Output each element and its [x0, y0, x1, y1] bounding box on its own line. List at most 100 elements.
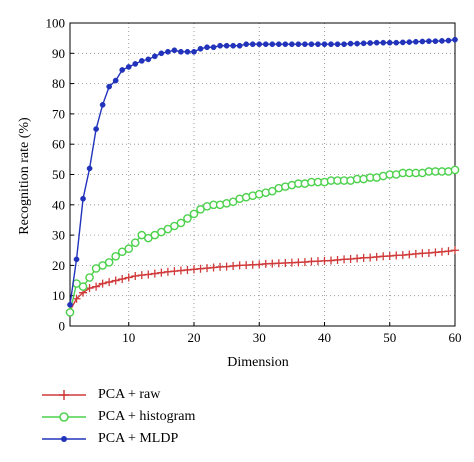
data-point-mldp [178, 48, 184, 55]
y-tick-label: 40 [52, 197, 65, 212]
data-point-mldp [73, 256, 80, 263]
y-tick-label: 0 [59, 319, 66, 334]
data-point-mldp [452, 36, 458, 43]
data-point-mldp [217, 42, 223, 49]
y-tick-label: 30 [52, 228, 65, 243]
data-point-mldp [184, 48, 191, 55]
y-tick-label: 20 [52, 258, 65, 273]
x-tick-label: 60 [449, 330, 462, 345]
data-point-mldp [354, 40, 360, 47]
data-point-histogram [183, 214, 192, 223]
plot-area: 0 10 20 30 40 50 60 70 80 90 100 10 20 30 40 50 60 [46, 16, 462, 346]
data-point-mldp [171, 47, 178, 54]
data-point-mldp [197, 45, 204, 52]
data-point-raw [444, 247, 453, 256]
data-point-mldp [93, 126, 99, 132]
legend-label-mldp: PCA + MLDP [98, 431, 179, 446]
data-point-raw [157, 268, 166, 277]
y-tick-label: 80 [52, 76, 65, 91]
data-point-histogram [104, 258, 114, 267]
data-point-mldp [426, 38, 432, 45]
data-point-histogram [85, 273, 94, 282]
data-point-histogram [78, 282, 88, 291]
data-point-histogram [65, 308, 75, 317]
data-point-histogram [111, 252, 120, 261]
data-point-histogram [450, 165, 460, 175]
y-tick-label: 10 [52, 288, 65, 303]
data-point-histogram [176, 218, 186, 228]
data-point-mldp [223, 42, 230, 49]
data-point-mldp [380, 39, 387, 46]
data-point-mldp [132, 61, 139, 67]
data-point-mldp [328, 41, 334, 48]
data-point-mldp [334, 41, 341, 48]
data-point-raw [451, 246, 459, 255]
data-point-raw [92, 282, 101, 291]
legend-item-mldp: PCA + MLDP [40, 428, 195, 450]
data-point-mldp [399, 39, 406, 46]
data-point-mldp [99, 101, 106, 108]
data-point-histogram [130, 238, 140, 247]
data-point-histogram [124, 244, 134, 254]
data-point-raw [72, 294, 81, 303]
data-point-mldp [80, 195, 86, 202]
data-point-mldp [302, 41, 308, 48]
data-point-mldp [230, 42, 236, 49]
data-point-mldp [432, 38, 439, 45]
data-point-histogram [189, 209, 199, 219]
data-point-mldp [275, 41, 282, 48]
x-tick-label: 20 [187, 330, 200, 345]
x-tick-label: 10 [122, 330, 135, 345]
data-point-mldp [262, 41, 269, 48]
data-point-mldp [282, 41, 289, 48]
data-point-mldp [373, 39, 380, 46]
series-line-0 [69, 249, 456, 312]
data-point-raw [98, 279, 107, 288]
data-point-mldp [289, 41, 295, 48]
data-point-mldp [406, 39, 413, 45]
data-point-mldp [125, 64, 132, 70]
data-point-raw [105, 278, 114, 287]
data-point-raw [150, 269, 159, 278]
legend-label-raw: PCA + raw [98, 387, 161, 402]
legend-item-histogram: PCA + histogram [40, 406, 195, 428]
data-point-mldp [67, 301, 73, 308]
data-point-mldp [112, 77, 119, 84]
data-point-mldp [204, 44, 210, 51]
y-tick-label: 70 [52, 106, 65, 121]
y-tick-label: 60 [52, 137, 65, 152]
data-point-raw [144, 270, 153, 279]
data-point-mldp [151, 53, 158, 60]
x-tick-label: 30 [253, 330, 266, 345]
data-point-mldp [191, 48, 197, 55]
data-point-mldp [367, 40, 374, 46]
data-point-mldp [393, 39, 400, 46]
data-point-mldp [210, 44, 217, 51]
plus-marker-icon [42, 390, 86, 400]
data-point-raw [111, 276, 120, 285]
data-point-raw [124, 273, 133, 282]
dot-marker-icon [42, 436, 86, 442]
legend-label-histogram: PCA + histogram [98, 409, 196, 424]
data-point-mldp [321, 41, 328, 48]
data-point-mldp [236, 42, 243, 49]
y-axis-label: Recognition rate (%) [17, 117, 32, 235]
data-point-mldp [347, 40, 354, 47]
data-point-mldp [308, 41, 315, 48]
data-point-mldp [138, 58, 145, 64]
data-point-raw [131, 272, 140, 281]
circle-marker-icon [42, 412, 86, 422]
data-point-raw [118, 275, 127, 284]
data-point-mldp [243, 41, 250, 48]
data-point-mldp [256, 41, 263, 48]
data-point-mldp [386, 39, 393, 46]
legend: PCA + raw PCA + histogram PCA + MLDP [40, 384, 195, 450]
data-point-mldp [315, 41, 321, 48]
data-point-mldp [445, 37, 452, 44]
data-point-mldp [341, 41, 347, 48]
y-tick-label: 50 [52, 167, 65, 182]
legend-item-raw: PCA + raw [40, 384, 195, 406]
data-point-mldp [419, 38, 426, 45]
data-point-mldp [360, 40, 367, 47]
x-axis-label: Dimension [227, 355, 288, 370]
